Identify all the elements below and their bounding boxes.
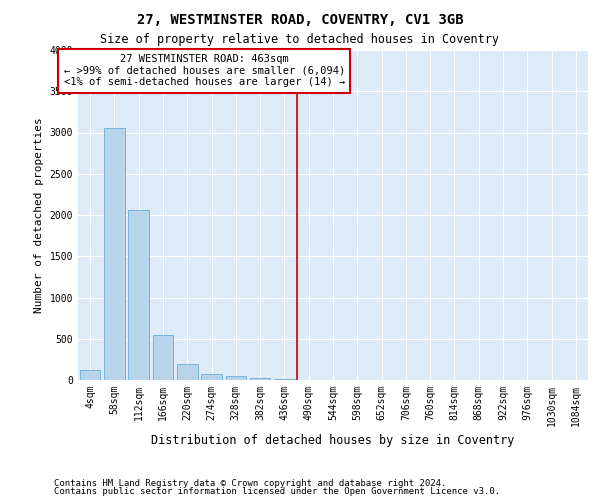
Bar (274, 379, 295, 380)
Text: Size of property relative to detached houses in Coventry: Size of property relative to detached ho… (101, 32, 499, 46)
Y-axis label: Number of detached properties: Number of detached properties (34, 117, 44, 313)
Text: Contains HM Land Registry data © Crown copyright and database right 2024.: Contains HM Land Registry data © Crown c… (54, 478, 446, 488)
Bar (177, 364, 197, 380)
Text: 27 WESTMINSTER ROAD: 463sqm
← >99% of detached houses are smaller (6,094)
<1% of: 27 WESTMINSTER ROAD: 463sqm ← >99% of de… (64, 54, 345, 88)
Bar (152, 336, 173, 380)
Bar (226, 376, 246, 380)
Bar (104, 128, 125, 380)
Text: 27, WESTMINSTER ROAD, COVENTRY, CV1 3GB: 27, WESTMINSTER ROAD, COVENTRY, CV1 3GB (137, 12, 463, 26)
Bar (128, 210, 149, 380)
X-axis label: Distribution of detached houses by size in Coventry: Distribution of detached houses by size … (151, 434, 515, 448)
Bar (80, 370, 100, 380)
Bar (201, 374, 222, 380)
Text: Contains public sector information licensed under the Open Government Licence v3: Contains public sector information licen… (54, 487, 500, 496)
Bar (250, 378, 271, 380)
